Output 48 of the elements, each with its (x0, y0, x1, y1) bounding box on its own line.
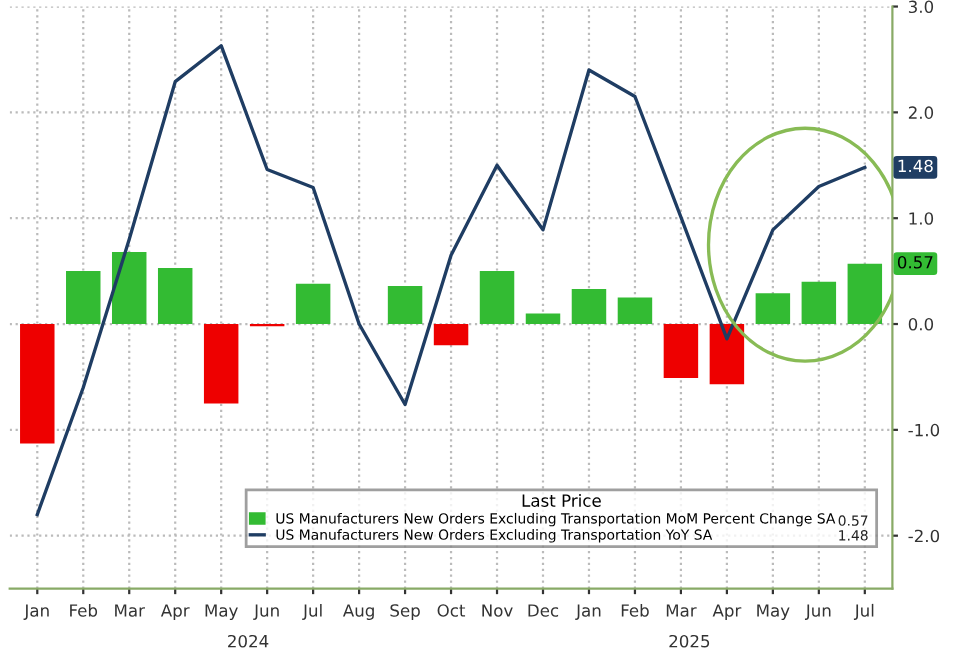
x-tick-label: Jan (575, 604, 601, 620)
bar (525, 313, 561, 325)
y-tick-label: 1.0 (909, 212, 934, 225)
bar (387, 285, 423, 325)
bar (663, 324, 699, 378)
bar (66, 271, 101, 325)
bar (801, 281, 837, 325)
bar (709, 324, 745, 385)
bar (617, 297, 653, 325)
x-tick-label: Feb (70, 603, 98, 617)
x-tick-label: Jan (23, 604, 49, 620)
bar (433, 324, 469, 346)
y-tick-label: -1.0 (908, 423, 940, 437)
bar (20, 324, 55, 444)
x-tick-label: Dec (528, 604, 559, 617)
x-tick-label: Nov (482, 604, 513, 617)
bar (847, 263, 883, 325)
x-tick-label: Oct (437, 604, 466, 617)
y-tick-label: 2.0 (908, 106, 934, 119)
text: 1.48 (898, 159, 933, 173)
bar (571, 289, 607, 325)
x-tick-label: Mar (666, 604, 697, 617)
bar (111, 252, 147, 325)
x-tick-label: Jul (302, 603, 322, 620)
x-tick-label: Feb (621, 603, 649, 617)
legend-title: Last Price (522, 494, 601, 507)
text: 2024 (228, 634, 269, 648)
text: 2025 (669, 634, 710, 648)
x-tick-label: Jun (253, 604, 279, 620)
y-tick-label: -2.0 (908, 529, 940, 543)
text: 0.57 (897, 255, 933, 269)
x-tick-label: Jul (853, 603, 874, 620)
x-tick-label: Sep (390, 604, 420, 621)
line-series (35, 44, 867, 517)
y-tick-label: 3.0 (908, 0, 934, 14)
y-tick-label: 0.0 (908, 317, 934, 331)
x-tick-label: Jun (804, 604, 831, 620)
x-tick-label: Aug (342, 604, 374, 621)
bar (203, 324, 239, 404)
bar (157, 267, 193, 325)
x-tick-label: Mar (115, 604, 145, 617)
x-tick-label: Apr (712, 604, 742, 621)
bar (295, 283, 331, 325)
x-tick-label: May (757, 604, 790, 621)
bar (755, 293, 791, 325)
x-tick-label: Apr (160, 604, 190, 621)
bar (479, 271, 515, 325)
x-tick-label: May (205, 604, 238, 621)
